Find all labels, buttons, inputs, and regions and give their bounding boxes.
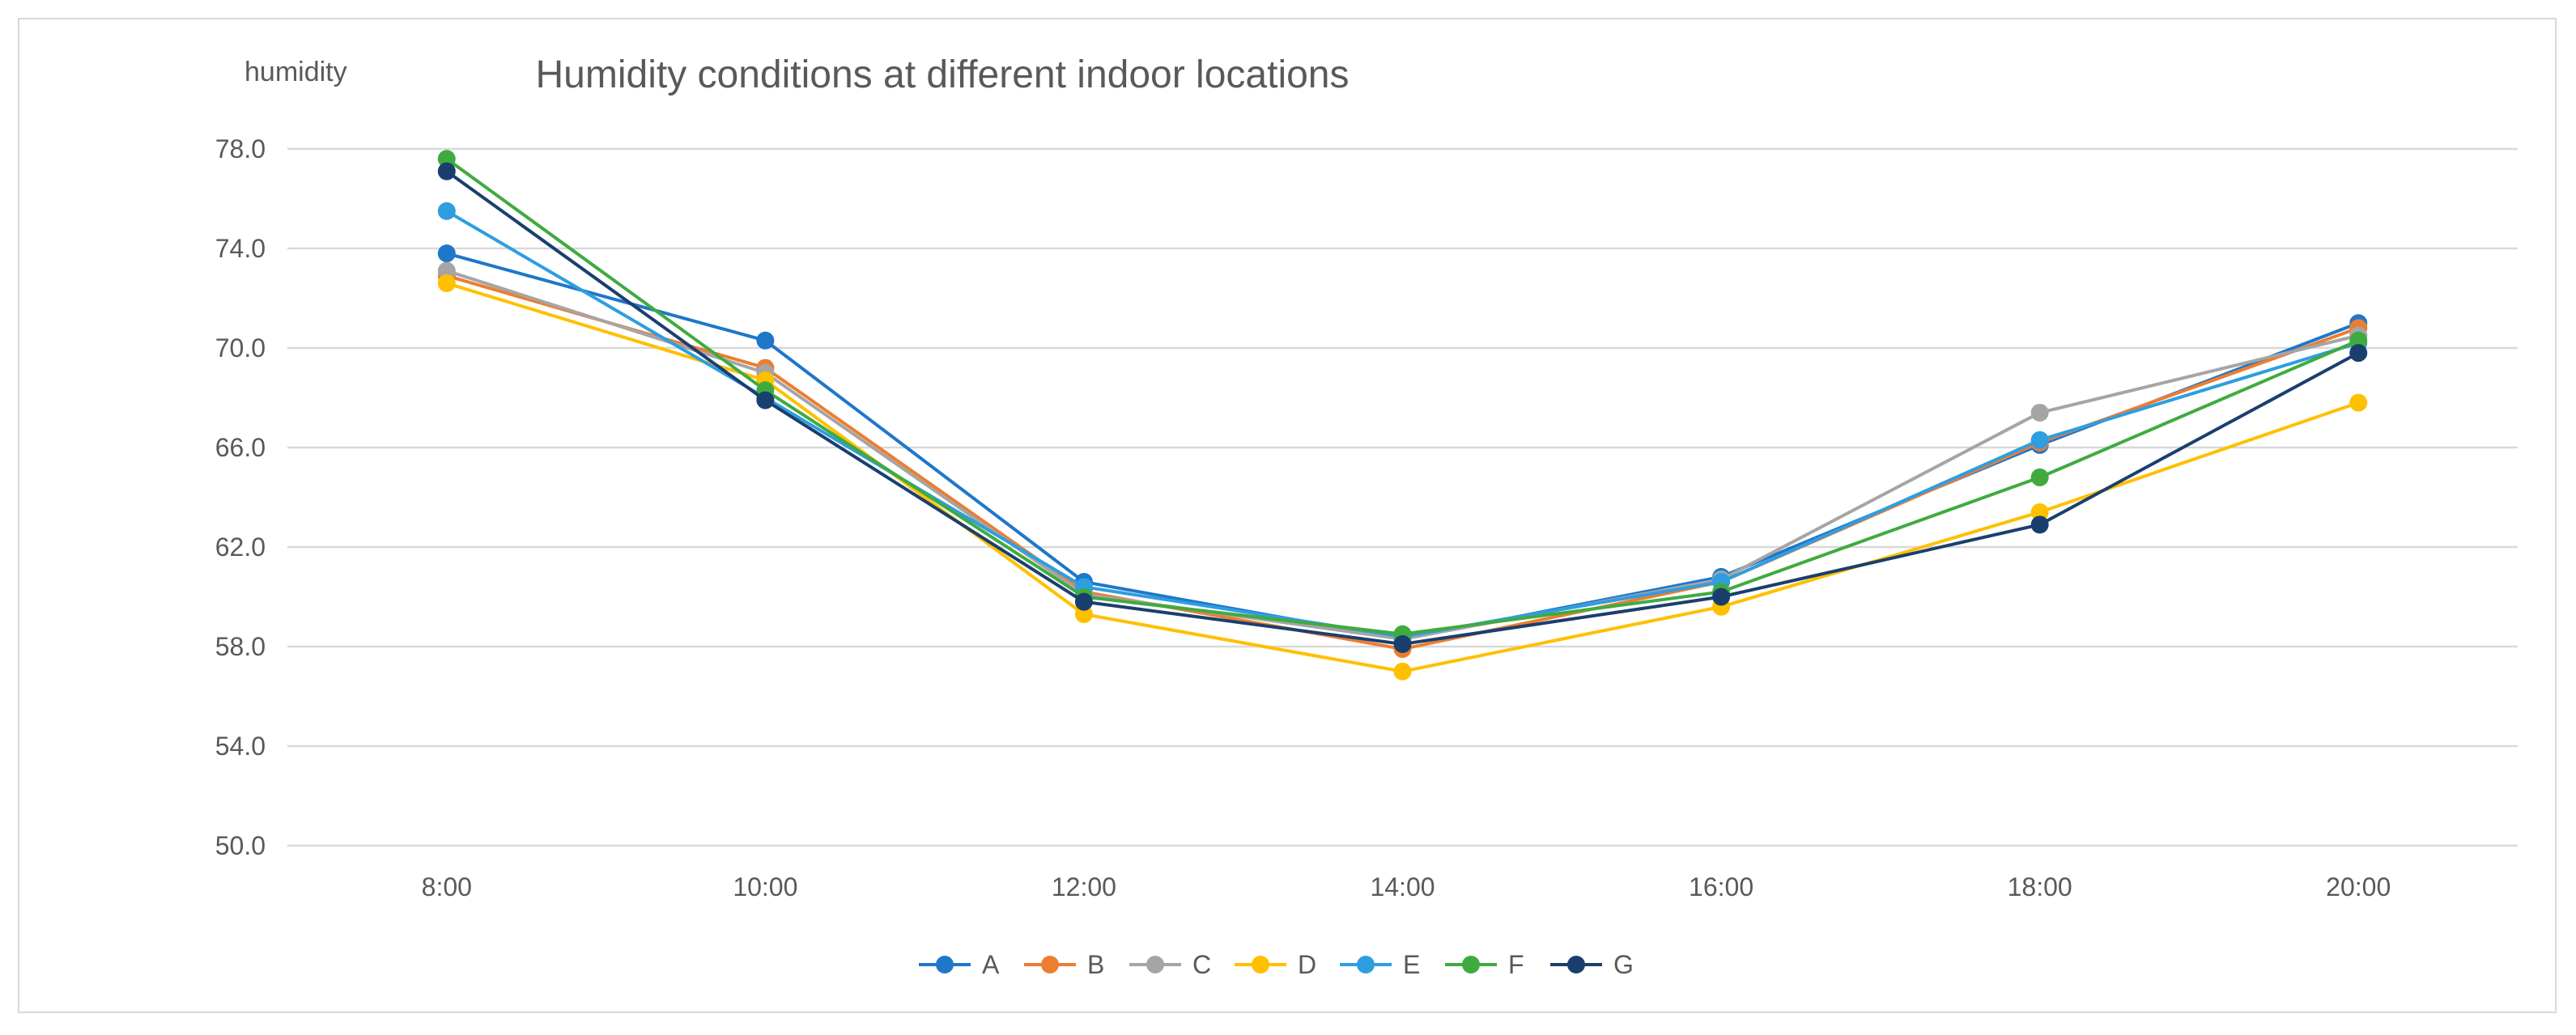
y-axis-ticks: 78.0 74.0 70.0 66.0 62.0 58.0 54.0 50.0 [215,134,266,860]
legend-item[interactable]: F [1445,950,1524,979]
data-point[interactable] [437,201,456,220]
data-point[interactable] [2349,331,2368,350]
data-point[interactable] [2030,515,2049,534]
data-point[interactable] [1074,605,1093,624]
series-G [437,162,2368,653]
data-point[interactable] [2030,403,2049,422]
data-point[interactable] [756,331,775,350]
legend-marker [1041,956,1059,973]
data-point[interactable] [1393,634,1412,653]
series-line [446,282,2359,673]
series-line [446,269,2359,641]
y-tick-label: 70.0 [215,333,266,363]
chart-title: Humidity conditions at different indoor … [536,53,1350,96]
data-point[interactable] [437,261,456,280]
data-point[interactable] [437,274,456,293]
data-point[interactable] [2349,393,2368,412]
x-tick-label: 10:00 [733,872,797,901]
legend-marker [1462,956,1480,973]
legend-label: E [1403,950,1420,979]
legend-item[interactable]: G [1550,950,1634,979]
data-point[interactable] [2030,468,2049,486]
data-point[interactable] [2349,344,2368,363]
data-point[interactable] [756,391,775,409]
x-tick-label: 20:00 [2326,872,2391,901]
x-axis-ticks: 8:00 10:00 12:00 14:00 16:00 18:00 20:00 [422,872,2391,901]
y-tick-label: 58.0 [215,632,266,661]
x-tick-label: 18:00 [2008,872,2072,901]
y-axis-label: humidity [244,57,347,87]
legend: A B C D E F G [919,950,1634,979]
legend-item[interactable]: E [1340,950,1420,979]
legend-marker [1357,956,1375,973]
data-point[interactable] [437,162,456,180]
legend-marker [1567,956,1585,973]
x-tick-label: 12:00 [1052,872,1116,901]
legend-item[interactable]: B [1024,950,1104,979]
gridlines [287,147,2518,847]
data-point[interactable] [1393,662,1412,681]
x-tick-label: 14:00 [1370,872,1435,901]
y-tick-label: 74.0 [215,234,266,263]
y-tick-label: 62.0 [215,532,266,562]
legend-label: C [1192,950,1211,979]
data-point[interactable] [2030,431,2049,449]
series-line [445,157,2360,636]
series-group [437,150,2368,681]
legend-marker [1146,956,1164,973]
legend-label: F [1508,950,1524,979]
y-tick-label: 54.0 [215,732,266,761]
series-E [437,201,2368,646]
data-point[interactable] [437,244,456,263]
y-tick-label: 50.0 [215,831,266,860]
legend-item[interactable]: C [1129,950,1211,979]
x-tick-label: 8:00 [422,872,472,901]
x-tick-label: 16:00 [1689,872,1753,901]
legend-label: D [1298,950,1316,979]
data-point[interactable] [2030,503,2049,521]
legend-item[interactable]: D [1235,950,1316,979]
y-tick-label: 66.0 [215,433,266,462]
series-C [437,261,2368,648]
y-tick-label: 78.0 [215,134,266,163]
legend-label: G [1613,950,1634,979]
legend-label: A [982,950,1000,979]
data-point[interactable] [1712,587,1731,606]
series-D [437,274,2368,681]
series-line [445,210,2359,638]
data-point[interactable] [437,150,456,168]
legend-item[interactable]: A [919,950,1000,979]
legend-marker [1252,956,1269,973]
legend-marker [936,956,954,973]
series-line [446,252,2359,641]
series-A [437,244,2368,648]
legend-label: B [1087,950,1104,979]
series-line [445,170,2360,646]
series-F [437,150,2368,643]
data-point[interactable] [1074,592,1093,611]
chart-frame [18,18,2557,1013]
